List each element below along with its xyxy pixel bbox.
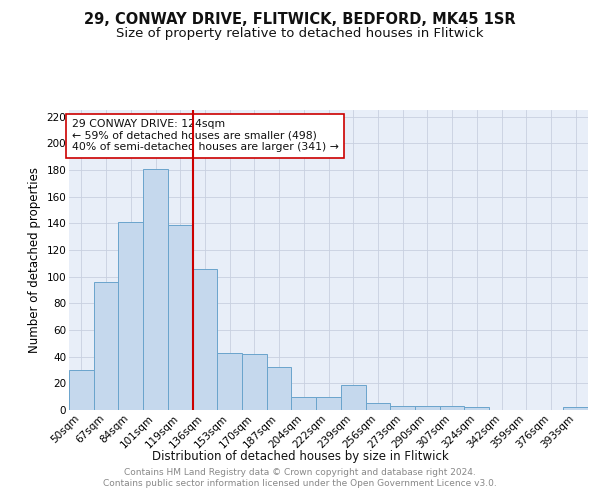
Bar [440,406,464,410]
Bar [118,222,143,410]
Text: 29 CONWAY DRIVE: 124sqm
← 59% of detached houses are smaller (498)
40% of semi-d: 29 CONWAY DRIVE: 124sqm ← 59% of detache… [71,119,338,152]
Y-axis label: Number of detached properties: Number of detached properties [28,167,41,353]
Bar [390,406,415,410]
Bar [341,384,365,410]
Text: Contains HM Land Registry data © Crown copyright and database right 2024.
Contai: Contains HM Land Registry data © Crown c… [103,468,497,487]
Bar [193,268,217,410]
Bar [563,408,588,410]
Bar [168,224,193,410]
Text: Size of property relative to detached houses in Flitwick: Size of property relative to detached ho… [116,28,484,40]
Bar [69,370,94,410]
Bar [415,406,440,410]
Bar [217,352,242,410]
Bar [464,408,489,410]
Text: Distribution of detached houses by size in Flitwick: Distribution of detached houses by size … [152,450,448,463]
Bar [242,354,267,410]
Bar [292,396,316,410]
Bar [267,368,292,410]
Bar [316,396,341,410]
Bar [143,168,168,410]
Text: 29, CONWAY DRIVE, FLITWICK, BEDFORD, MK45 1SR: 29, CONWAY DRIVE, FLITWICK, BEDFORD, MK4… [84,12,516,28]
Bar [94,282,118,410]
Bar [365,404,390,410]
